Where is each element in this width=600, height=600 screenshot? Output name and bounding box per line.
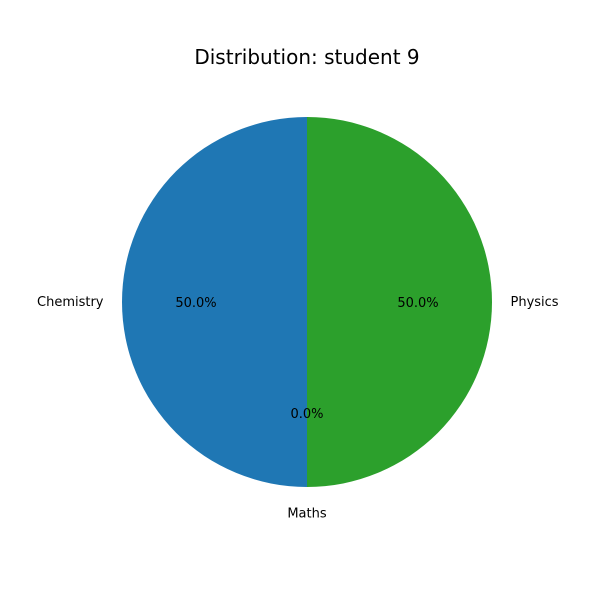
pie-labels: Chemistry 50.0% Maths 0.0% Physics 50.0% — [37, 295, 559, 522]
slice-label-maths: Maths — [287, 507, 327, 522]
slice-label-physics: Physics — [511, 295, 559, 310]
pie-slice-physics — [307, 117, 492, 487]
slice-percent-chemistry: 50.0% — [175, 296, 216, 311]
pie-slice-chemistry — [122, 117, 307, 487]
pie-slices — [122, 117, 492, 487]
chart-title: Distribution: student 9 — [194, 45, 419, 69]
slice-percent-maths: 0.0% — [290, 407, 323, 422]
slice-percent-physics: 50.0% — [397, 296, 438, 311]
slice-label-chemistry: Chemistry — [37, 295, 104, 310]
